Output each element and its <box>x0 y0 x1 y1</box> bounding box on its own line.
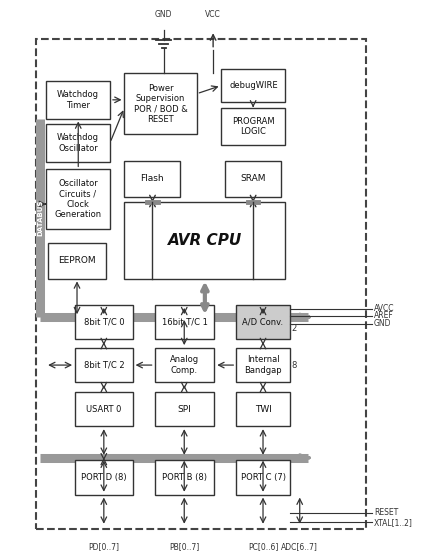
FancyBboxPatch shape <box>75 305 133 339</box>
FancyBboxPatch shape <box>236 348 290 382</box>
FancyBboxPatch shape <box>155 348 215 382</box>
Text: SRAM: SRAM <box>240 174 266 183</box>
Text: AREF: AREF <box>374 311 394 320</box>
Text: 8: 8 <box>291 360 297 370</box>
FancyBboxPatch shape <box>236 461 290 495</box>
Text: DATABUS: DATABUS <box>37 199 43 236</box>
Text: GND: GND <box>374 319 391 328</box>
Text: RESET: RESET <box>374 509 398 517</box>
Text: 2: 2 <box>291 324 297 333</box>
FancyBboxPatch shape <box>75 392 133 426</box>
FancyBboxPatch shape <box>155 305 215 339</box>
Text: 8bit T/C 2: 8bit T/C 2 <box>84 360 124 370</box>
FancyBboxPatch shape <box>226 161 281 197</box>
Text: Analog
Comp.: Analog Comp. <box>170 355 199 375</box>
Text: PROGRAM
LOGIC: PROGRAM LOGIC <box>232 116 275 136</box>
Text: USART 0: USART 0 <box>86 405 122 414</box>
Text: Oscillator
Circuits /
Clock
Generation: Oscillator Circuits / Clock Generation <box>54 179 102 219</box>
FancyBboxPatch shape <box>155 461 215 495</box>
FancyBboxPatch shape <box>221 69 285 102</box>
FancyBboxPatch shape <box>221 108 285 145</box>
Text: PORT D (8): PORT D (8) <box>81 473 127 482</box>
Text: VCC: VCC <box>205 11 221 19</box>
FancyBboxPatch shape <box>236 305 290 339</box>
Text: GND: GND <box>155 11 173 19</box>
Text: debugWIRE: debugWIRE <box>229 81 278 90</box>
Text: A/D Conv.: A/D Conv. <box>243 317 284 326</box>
Text: Watchdog
Oscillator: Watchdog Oscillator <box>57 133 99 153</box>
Text: Power
Supervision
POR / BOD &
RESET: Power Supervision POR / BOD & RESET <box>134 84 187 124</box>
Text: Internal
Bandgap: Internal Bandgap <box>244 355 282 375</box>
FancyBboxPatch shape <box>236 392 290 426</box>
Text: SPI: SPI <box>178 405 191 414</box>
Text: PD[0..7]: PD[0..7] <box>88 542 119 551</box>
Text: EEPROM: EEPROM <box>58 256 96 265</box>
FancyBboxPatch shape <box>46 124 110 162</box>
FancyBboxPatch shape <box>125 202 285 278</box>
Text: ADC[6..7]: ADC[6..7] <box>281 542 318 551</box>
FancyBboxPatch shape <box>75 348 133 382</box>
FancyBboxPatch shape <box>155 392 215 426</box>
Text: PORT C (7): PORT C (7) <box>240 473 285 482</box>
FancyBboxPatch shape <box>46 169 110 229</box>
FancyBboxPatch shape <box>125 161 180 197</box>
Text: 8bit T/C 0: 8bit T/C 0 <box>84 317 124 326</box>
Text: Watchdog
Timer: Watchdog Timer <box>57 90 99 110</box>
Text: AVCC: AVCC <box>374 304 394 314</box>
Text: TWI: TWI <box>254 405 271 414</box>
FancyBboxPatch shape <box>75 461 133 495</box>
Text: PORT B (8): PORT B (8) <box>162 473 207 482</box>
Text: PC[0..6]: PC[0..6] <box>248 542 278 551</box>
Text: XTAL[1..2]: XTAL[1..2] <box>374 518 413 527</box>
FancyBboxPatch shape <box>125 74 197 134</box>
FancyBboxPatch shape <box>46 81 110 119</box>
Text: Flash: Flash <box>140 174 164 183</box>
FancyBboxPatch shape <box>48 243 106 278</box>
Text: AVR CPU: AVR CPU <box>168 233 242 248</box>
Text: PB[0..7]: PB[0..7] <box>169 542 199 551</box>
Text: 16bit T/C 1: 16bit T/C 1 <box>162 317 207 326</box>
